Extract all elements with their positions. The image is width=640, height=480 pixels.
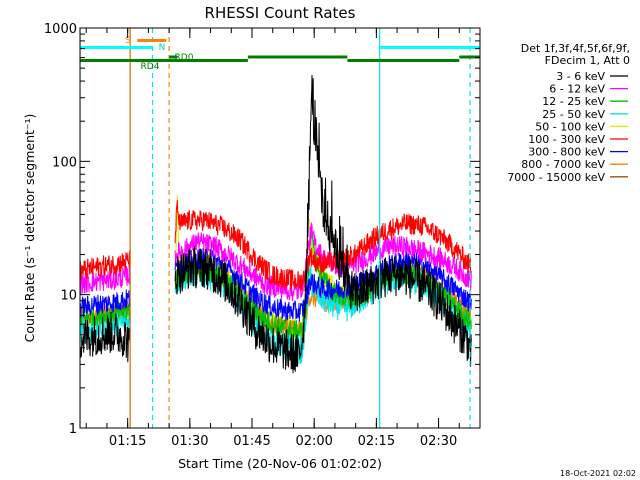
x-tick-label: 02:00 (295, 434, 332, 449)
legend-entry-5: 100 - 300 keV (528, 133, 605, 146)
plot-series-group (80, 28, 480, 428)
flag-label-n: N (159, 43, 166, 53)
legend-entry-2: 12 - 25 keV (542, 95, 605, 108)
legend-header-line-2: FDecim 1, Att 0 (545, 54, 630, 67)
legend-entry-3: 25 - 50 keV (542, 108, 605, 121)
series-line-0 (80, 74, 472, 374)
y-tick-label: 10 (60, 289, 77, 304)
y-tick-label: 100 (52, 155, 77, 170)
flag-label-rd4: RD4 (141, 62, 160, 72)
series-line-5 (80, 200, 472, 292)
x-tick-label: 01:15 (109, 434, 146, 449)
y-axis-label: Count Rate (s⁻¹ detector segment⁻¹) (22, 114, 37, 343)
y-tick-label: 1000 (44, 22, 77, 37)
plot-frame (79, 27, 481, 429)
legend-entry-0: 3 - 6 keV (556, 70, 605, 83)
x-tick-label: 02:15 (358, 434, 395, 449)
x-tick-label: 01:45 (233, 434, 270, 449)
legend-entry-4: 50 - 100 keV (535, 120, 605, 133)
series-line-6 (80, 247, 472, 322)
flag-label-s: S (125, 36, 131, 46)
legend-entry-8: 7000 - 15000 keV (507, 171, 605, 184)
legend: Det 1f,3f,4f,5f,6f,9f, FDecim 1, Att 0 3… (507, 42, 630, 184)
axes: 1 10 100 1000 01:15 01:30 01:45 02:00 02:15 02:30 (44, 22, 481, 449)
x-tick-label: 02:30 (420, 434, 457, 449)
legend-header-line-1: Det 1f,3f,4f,5f,6f,9f, (521, 42, 630, 55)
legend-entry-6: 300 - 800 keV (528, 146, 605, 159)
plot-area: S N RD0 RD4 (80, 28, 480, 428)
legend-entry-7: 800 - 7000 keV (521, 158, 605, 171)
flag-label-rd0: RD0 (175, 53, 194, 63)
x-axis-label: Start Time (20-Nov-06 01:02:02) (178, 456, 382, 471)
legend-entry-1: 6 - 12 keV (549, 83, 605, 96)
y-tick-label: 1 (69, 422, 77, 437)
x-tick-label: 01:30 (171, 434, 208, 449)
chart-title: RHESSI Count Rates (205, 4, 356, 22)
footer-date: 18-Oct-2021 02:02 (560, 469, 636, 478)
